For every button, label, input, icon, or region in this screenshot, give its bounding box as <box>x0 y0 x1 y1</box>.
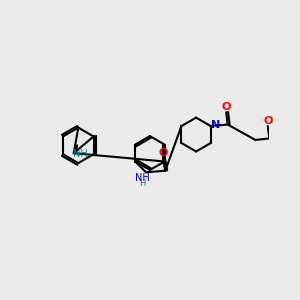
Text: NH: NH <box>135 173 149 183</box>
Text: N: N <box>211 120 220 130</box>
Text: O: O <box>158 148 168 158</box>
Text: O: O <box>221 102 231 112</box>
Text: NH: NH <box>74 149 88 159</box>
Text: O: O <box>263 116 272 126</box>
Text: H: H <box>139 178 145 188</box>
